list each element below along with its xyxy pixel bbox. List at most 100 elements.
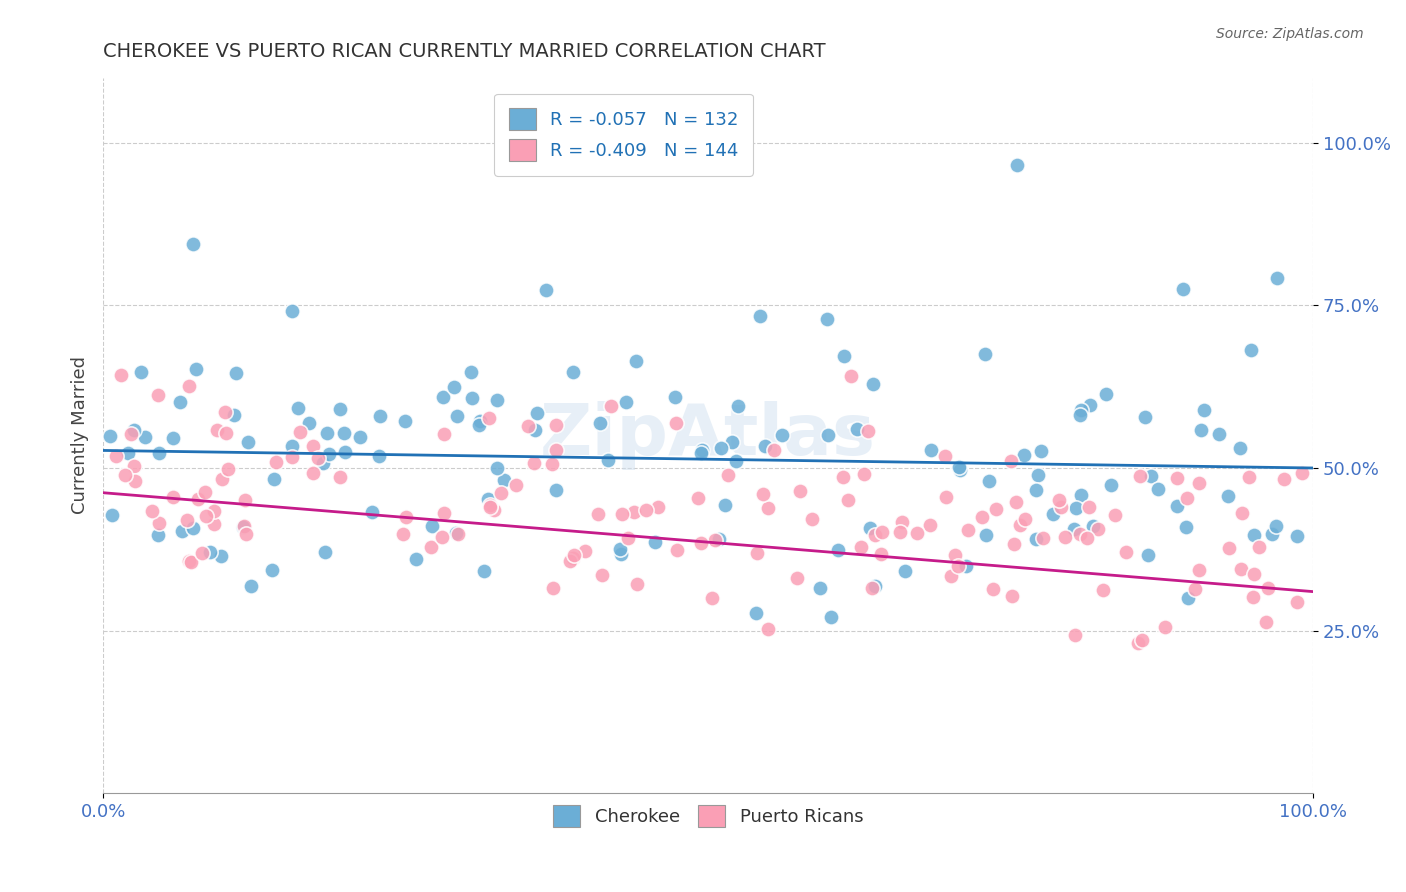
Point [1177, 591, 1199, 605]
Point [717, 468, 740, 483]
Point [447, 527, 470, 541]
Point [1063, 522, 1085, 536]
Point [1078, 397, 1101, 411]
Point [207, 423, 229, 437]
Point [626, 576, 648, 591]
Point [1154, 620, 1177, 634]
Point [433, 506, 456, 520]
Point [122, 423, 145, 437]
Point [432, 390, 454, 404]
Point [1076, 531, 1098, 545]
Point [1005, 494, 1028, 508]
Point [349, 430, 371, 444]
Point [177, 554, 200, 568]
Point [225, 366, 247, 380]
Point [1032, 531, 1054, 545]
Point [1166, 499, 1188, 513]
Point [589, 416, 612, 430]
Point [1175, 491, 1198, 505]
Point [591, 568, 613, 582]
Point [1192, 402, 1215, 417]
Point [1140, 469, 1163, 483]
Point [837, 493, 859, 508]
Point [264, 455, 287, 469]
Point [1247, 540, 1270, 554]
Point [301, 439, 323, 453]
Point [1232, 506, 1254, 520]
Point [707, 532, 730, 546]
Point [315, 425, 337, 440]
Point [98, 428, 121, 442]
Point [468, 417, 491, 432]
Point [891, 515, 914, 529]
Point [869, 547, 891, 561]
Point [624, 354, 647, 368]
Point [194, 484, 217, 499]
Point [1001, 589, 1024, 603]
Point [943, 548, 966, 562]
Point [600, 399, 623, 413]
Point [614, 394, 637, 409]
Point [1257, 582, 1279, 596]
Point [105, 449, 128, 463]
Point [1230, 561, 1253, 575]
Point [977, 474, 1000, 488]
Point [176, 513, 198, 527]
Point [561, 551, 583, 566]
Point [287, 401, 309, 416]
Point [1243, 528, 1265, 542]
Point [1115, 545, 1137, 559]
Point [1129, 469, 1152, 483]
Point [1007, 158, 1029, 172]
Point [786, 571, 808, 585]
Point [1241, 591, 1264, 605]
Point [562, 365, 585, 379]
Point [609, 541, 631, 556]
Point [1136, 548, 1159, 562]
Point [329, 401, 352, 416]
Point [122, 458, 145, 473]
Point [870, 525, 893, 540]
Point [485, 393, 508, 408]
Point [974, 528, 997, 542]
Point [1265, 518, 1288, 533]
Point [1012, 448, 1035, 462]
Point [1188, 476, 1211, 491]
Point [146, 387, 169, 401]
Point [756, 623, 779, 637]
Point [170, 524, 193, 538]
Point [623, 505, 645, 519]
Point [859, 521, 882, 535]
Point [446, 409, 468, 423]
Point [721, 434, 744, 449]
Point [574, 544, 596, 558]
Point [754, 439, 776, 453]
Point [762, 442, 785, 457]
Point [827, 543, 849, 558]
Point [1064, 500, 1087, 515]
Point [634, 503, 657, 517]
Point [214, 425, 236, 440]
Point [1014, 512, 1036, 526]
Point [523, 423, 546, 437]
Point [1243, 567, 1265, 582]
Point [1054, 531, 1077, 545]
Point [186, 362, 208, 376]
Point [935, 490, 957, 504]
Point [617, 531, 640, 545]
Point [1291, 466, 1313, 480]
Point [1218, 541, 1240, 555]
Point [1188, 563, 1211, 577]
Point [222, 408, 245, 422]
Point [1128, 636, 1150, 650]
Point [368, 409, 391, 423]
Point [419, 540, 441, 554]
Point [839, 369, 862, 384]
Point [1099, 478, 1122, 492]
Point [664, 390, 686, 404]
Point [1239, 469, 1261, 483]
Point [956, 523, 979, 537]
Point [281, 450, 304, 465]
Point [727, 399, 749, 413]
Point [392, 527, 415, 541]
